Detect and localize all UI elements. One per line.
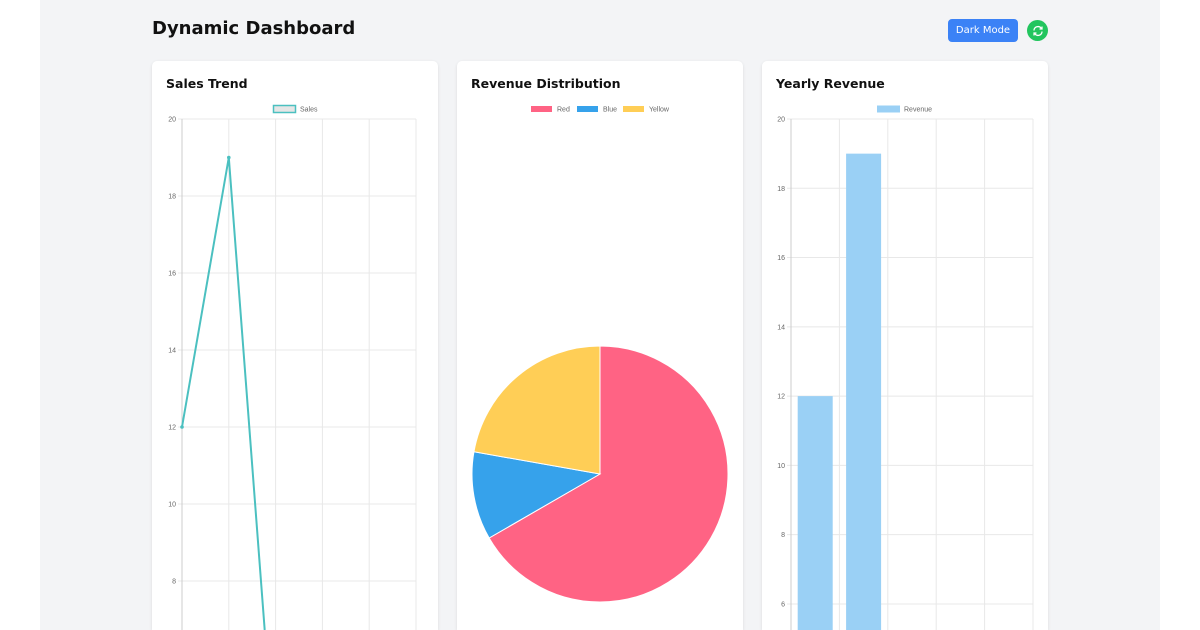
revenue-distribution-chart: Red Blue Yellow xyxy=(471,106,729,603)
sales-trend-chart: 8 10 12 14 16 18 20 Sales xyxy=(168,104,417,630)
revenue-distribution-card: Revenue Distribution Red Blue Yellow xyxy=(457,61,743,630)
legend-swatch[interactable] xyxy=(272,104,297,114)
legend-swatch[interactable] xyxy=(877,105,900,113)
refresh-button[interactable] xyxy=(1027,20,1048,41)
y-tick-label: 10 xyxy=(777,463,785,470)
y-tick-label: 8 xyxy=(172,579,176,586)
dark-mode-button[interactable]: Dark Mode xyxy=(948,19,1018,42)
legend-label[interactable]: Sales xyxy=(300,107,318,114)
pie-slice-yellow xyxy=(473,345,601,475)
y-tick-label: 16 xyxy=(168,271,176,278)
pie-slice-blue xyxy=(471,451,602,539)
page-title: Dynamic Dashboard xyxy=(152,18,356,39)
refresh-icon xyxy=(1032,25,1043,36)
y-tick-label: 12 xyxy=(168,425,176,432)
y-tick-label: 10 xyxy=(168,502,176,509)
y-tick-label: 12 xyxy=(777,394,785,401)
legend-label[interactable]: Yellow xyxy=(649,107,670,114)
series-line xyxy=(181,157,266,630)
legend-label[interactable]: Blue xyxy=(603,107,617,114)
y-tick-label: 14 xyxy=(168,348,176,355)
card-title: Yearly Revenue xyxy=(776,76,885,91)
y-tick-label: 18 xyxy=(168,194,176,201)
legend-swatch[interactable] xyxy=(623,106,644,112)
card-title: Sales Trend xyxy=(166,76,248,91)
y-tick-label: 18 xyxy=(777,186,785,193)
sales-trend-card: Sales Trend 8 10 12 14 16 18 20 Sales xyxy=(152,61,438,630)
yearly-revenue-card: Yearly Revenue 6 8 10 12 14 16 18 20 Revenue xyxy=(762,61,1048,630)
y-tick-label: 20 xyxy=(168,117,176,124)
y-tick-label: 8 xyxy=(781,532,785,539)
legend-swatch[interactable] xyxy=(577,106,598,112)
pie-slice-red xyxy=(488,345,729,603)
legend-label[interactable]: Revenue xyxy=(904,107,932,114)
bar xyxy=(846,153,882,630)
data-point xyxy=(180,425,184,429)
y-tick-label: 14 xyxy=(777,324,785,331)
yearly-revenue-chart: 6 8 10 12 14 16 18 20 Revenue xyxy=(777,105,1034,630)
card-title: Revenue Distribution xyxy=(471,76,621,91)
legend-label[interactable]: Red xyxy=(557,107,570,114)
y-tick-label: 20 xyxy=(777,117,785,124)
y-tick-label: 16 xyxy=(777,255,785,262)
legend-swatch[interactable] xyxy=(531,106,552,112)
y-tick-label: 6 xyxy=(781,601,785,608)
data-point xyxy=(227,155,231,160)
bar xyxy=(797,396,833,630)
